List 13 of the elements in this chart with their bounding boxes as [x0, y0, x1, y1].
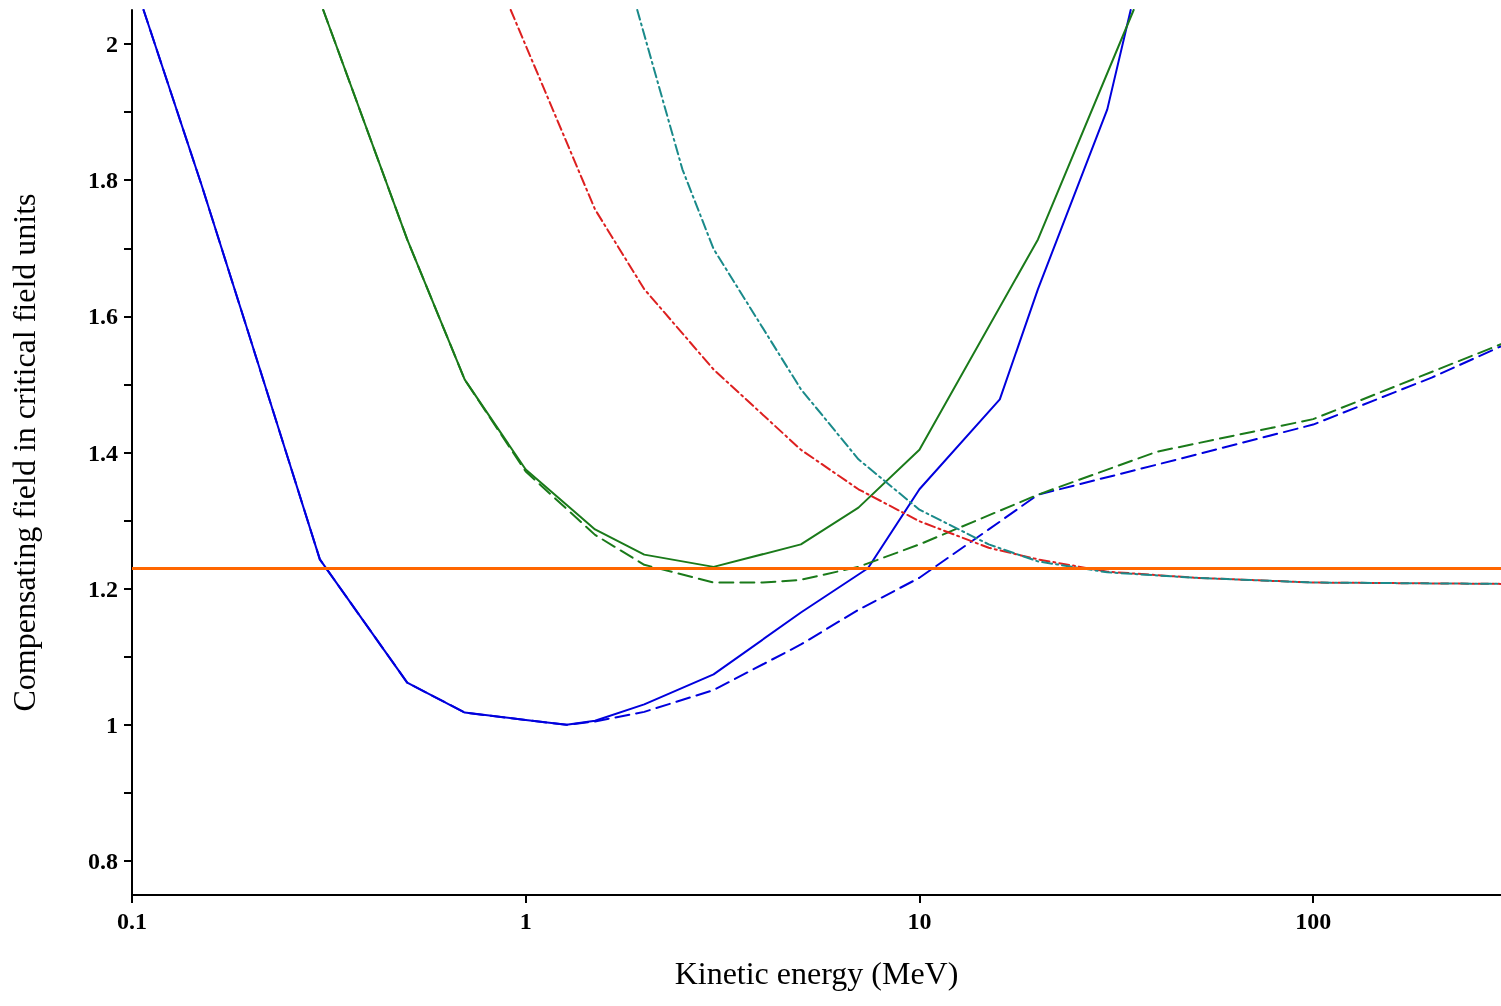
- x-tick-label: 100: [1295, 908, 1332, 934]
- x-axis-title: Kinetic energy (MeV): [674, 955, 959, 991]
- y-tick-label: 1.2: [88, 575, 118, 602]
- y-tick-label: 1: [106, 711, 118, 738]
- y-axis-title: Compensating field in critical field units: [6, 193, 42, 712]
- x-tick-label: 1: [519, 908, 532, 934]
- x-tick-label: 0.1: [117, 908, 147, 934]
- y-tick-label: 1.6: [88, 303, 118, 330]
- y-tick-label: 1.8: [88, 167, 118, 194]
- y-tick-label: 1.4: [88, 439, 118, 466]
- y-tick-label: 0.8: [88, 847, 118, 874]
- x-tick-label: 10: [907, 908, 932, 934]
- y-tick-label: 2: [106, 31, 118, 58]
